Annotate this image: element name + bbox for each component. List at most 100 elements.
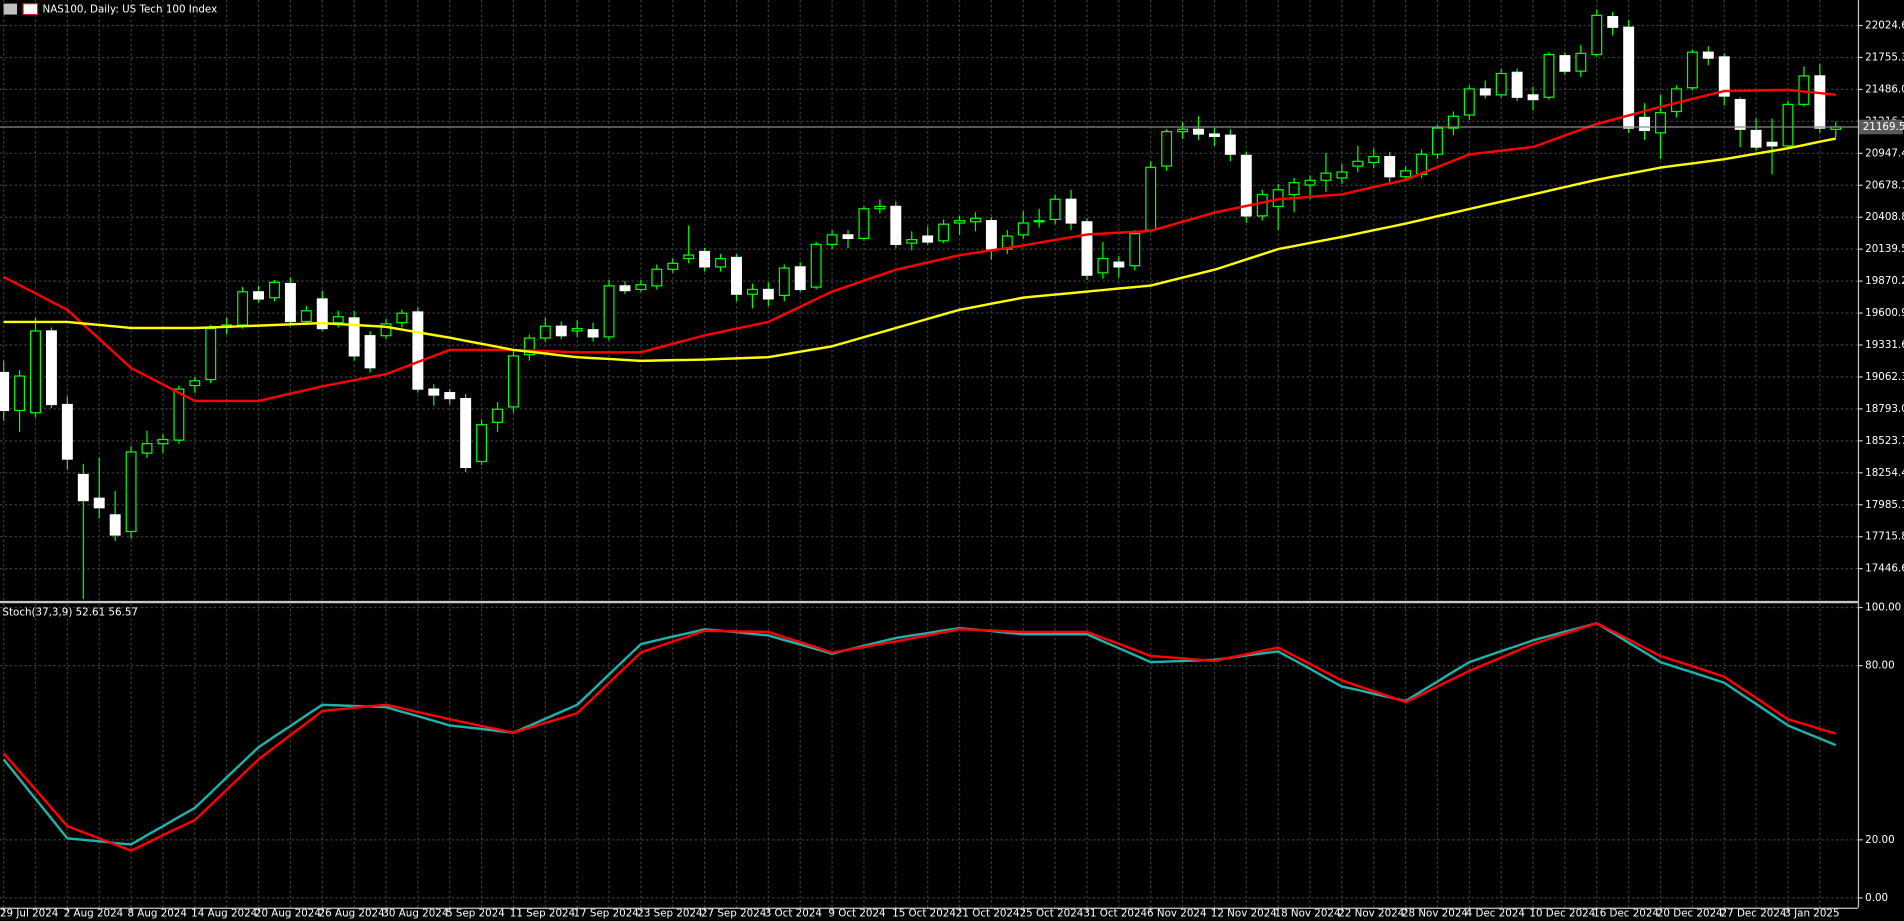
- x-tick-label: 15 Oct 2024: [892, 908, 956, 920]
- x-tick-label: 18 Nov 2024: [1275, 908, 1341, 920]
- candle-body: [1256, 193, 1268, 217]
- candle-body: [1400, 170, 1412, 178]
- candle-body: [1591, 14, 1603, 56]
- candle-body: [810, 243, 822, 288]
- candle-body: [826, 234, 838, 245]
- candle-body: [492, 408, 503, 423]
- candle-body: [1193, 128, 1204, 135]
- x-tick-label: 23 Sep 2024: [637, 908, 702, 920]
- candle-body: [762, 288, 774, 300]
- candle-body: [1447, 115, 1459, 129]
- x-tick-label: 8 Aug 2024: [127, 908, 186, 920]
- y-tick-label: 0.00: [1865, 892, 1888, 904]
- candle-body: [253, 291, 265, 300]
- y-tick-label: 20408.8: [1865, 211, 1904, 223]
- candle-body: [985, 220, 997, 250]
- x-tick-label: 6 Nov 2024: [1147, 908, 1206, 920]
- x-tick-label: 12 Nov 2024: [1211, 908, 1277, 920]
- y-tick-label: 19062.3: [1865, 371, 1904, 383]
- candle-body: [1639, 116, 1651, 132]
- candle-body: [1527, 94, 1539, 101]
- candle-body: [157, 438, 169, 445]
- candle-body: [125, 451, 137, 533]
- candle-body: [1320, 172, 1332, 181]
- y-tick-label: 20947.4: [1865, 147, 1904, 159]
- candle-body: [269, 281, 280, 299]
- candle-body: [284, 282, 296, 323]
- candle-body: [1336, 171, 1348, 179]
- y-tick-label: 22024.6: [1865, 20, 1904, 32]
- x-tick-label: 4 Dec 2024: [1466, 908, 1525, 920]
- candle-body: [874, 205, 886, 210]
- candle-body: [1623, 26, 1635, 129]
- candle-body: [890, 205, 902, 245]
- candle-body: [173, 388, 185, 441]
- candle-body: [1304, 179, 1316, 186]
- x-tick-label: 25 Oct 2024: [1020, 908, 1084, 920]
- menu-icon[interactable]: [3, 3, 18, 15]
- candle-body: [1288, 182, 1300, 196]
- candle-body: [444, 392, 456, 400]
- candle-body: [794, 266, 806, 291]
- text-layer: NAS100, Daily: US Tech 100 Index Stoch(3…: [0, 3, 1904, 920]
- candle-body: [922, 235, 934, 243]
- candle-body: [1208, 133, 1220, 138]
- candle-body: [1352, 160, 1364, 167]
- x-tick-label: 2 Aug 2024: [64, 908, 123, 920]
- candle-body: [396, 312, 408, 324]
- y-tick-label: 18523.7: [1865, 435, 1904, 447]
- indicator-line: [3, 137, 1836, 363]
- x-tick-label: 29 Jul 2024: [0, 908, 58, 920]
- x-tick-label: 31 Oct 2024: [1083, 908, 1147, 920]
- candle-body: [587, 329, 599, 338]
- symbol-icon[interactable]: [22, 3, 39, 16]
- candle-body: [699, 250, 711, 268]
- x-tick-label: 5 Sep 2024: [446, 908, 505, 920]
- candle-body: [938, 223, 950, 242]
- indicator-line: [2, 622, 1837, 852]
- candle-body: [1177, 128, 1189, 133]
- x-tick-label: 27 Dec 2024: [1721, 908, 1787, 920]
- candle-body: [1129, 233, 1141, 267]
- candle-body: [348, 317, 360, 357]
- y-tick-label: 20139.5: [1865, 243, 1904, 255]
- x-tick-label: 16 Dec 2024: [1593, 908, 1659, 920]
- indicator-title: Stoch(37,3,9) 52.61 56.57: [2, 606, 138, 618]
- candle-body: [1161, 131, 1173, 167]
- candle-body: [460, 397, 472, 468]
- y-tick-label: 20678.1: [1865, 179, 1904, 191]
- candle-body: [332, 316, 344, 324]
- candle-body: [731, 256, 742, 295]
- candle-body: [109, 514, 121, 536]
- candle-body: [906, 239, 918, 244]
- candle-body: [237, 291, 249, 326]
- candle-body: [428, 388, 440, 396]
- candle-body: [1702, 51, 1714, 59]
- candle-body: [555, 325, 567, 337]
- candle-body: [61, 403, 73, 460]
- y-tick-label: 19870.2: [1865, 275, 1904, 287]
- candle-body: [1145, 166, 1157, 231]
- x-tick-label: 14 Aug 2024: [191, 908, 257, 920]
- y-tick-label: 19331.6: [1865, 339, 1904, 351]
- x-tick-label: 28 Nov 2024: [1402, 908, 1468, 920]
- candle-body: [1655, 112, 1666, 134]
- candle-body: [507, 355, 519, 408]
- candle-body: [1432, 127, 1443, 155]
- candle-body: [651, 268, 663, 287]
- candle-body: [30, 330, 41, 414]
- candle-body: [476, 424, 488, 463]
- candle-body: [1718, 56, 1730, 97]
- candle-body: [842, 234, 854, 240]
- candle-body: [858, 208, 870, 240]
- candle-body: [1511, 71, 1523, 98]
- candle-body: [1384, 155, 1396, 178]
- y-tick-label: 21486.0: [1865, 83, 1904, 95]
- candle-body: [1368, 155, 1380, 164]
- candle-body: [0, 371, 10, 412]
- x-tick-label: 21 Oct 2024: [956, 908, 1020, 920]
- x-tick-label: 17 Sep 2024: [574, 908, 639, 920]
- candle-body: [380, 323, 392, 337]
- y-tick-label: 18254.4: [1865, 467, 1904, 479]
